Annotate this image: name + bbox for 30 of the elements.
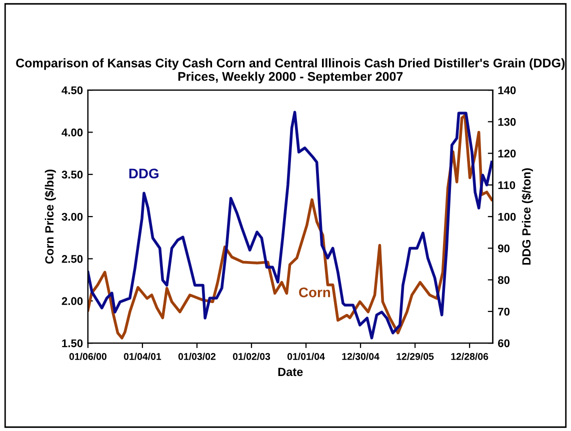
x-axis-title: Date: [278, 368, 303, 376]
y-tick-label: 2.00: [62, 297, 83, 306]
y2-tick-label: 110: [498, 181, 516, 190]
y-tick-label: 4.50: [62, 86, 83, 94]
series-label: Corn: [299, 287, 330, 298]
x-tick-label: 01/02/03: [232, 352, 270, 360]
x-tick-label: 12/29/05: [396, 352, 434, 360]
y-tick-label: 3.50: [62, 170, 83, 179]
y-tick-label: 2.50: [62, 255, 83, 263]
y2-tick-label: 80: [498, 276, 510, 284]
x-tick-label: 12/28/06: [451, 352, 488, 360]
y2-tick-label: 120: [498, 150, 516, 158]
x-tick-label: 12/30/04: [342, 352, 380, 360]
y2-tick-label: 140: [498, 86, 516, 94]
y-axis-title: Corn Price ($/bu): [44, 170, 56, 264]
y2-tick-label: 60: [498, 339, 510, 348]
x-tick-label: 01/04/01: [124, 352, 162, 360]
chart-title: Comparison of Kansas City Cash Corn and Central Illinois Cash Dried Distiller's Grain (DDG) Prices, Weekly 2000 - September 2007: [16, 58, 565, 84]
series-label: DDG: [129, 168, 158, 178]
y-tick-label: 1.50: [62, 339, 83, 348]
x-tick-label: 01/03/02: [178, 352, 216, 360]
y2-tick-label: 90: [498, 244, 510, 252]
y2-tick-label: 100: [498, 212, 516, 221]
x-tick-label: 01/06/00: [69, 352, 106, 360]
y-tick-label: 3.00: [62, 212, 83, 221]
x-tick-label: 01/01/04: [287, 352, 325, 360]
y2-tick-label: 130: [498, 118, 516, 126]
y2-axis-title: DDG Price ($/ton): [522, 168, 533, 265]
y2-tick-label: 70: [498, 308, 510, 316]
y-tick-label: 4.00: [62, 128, 83, 136]
